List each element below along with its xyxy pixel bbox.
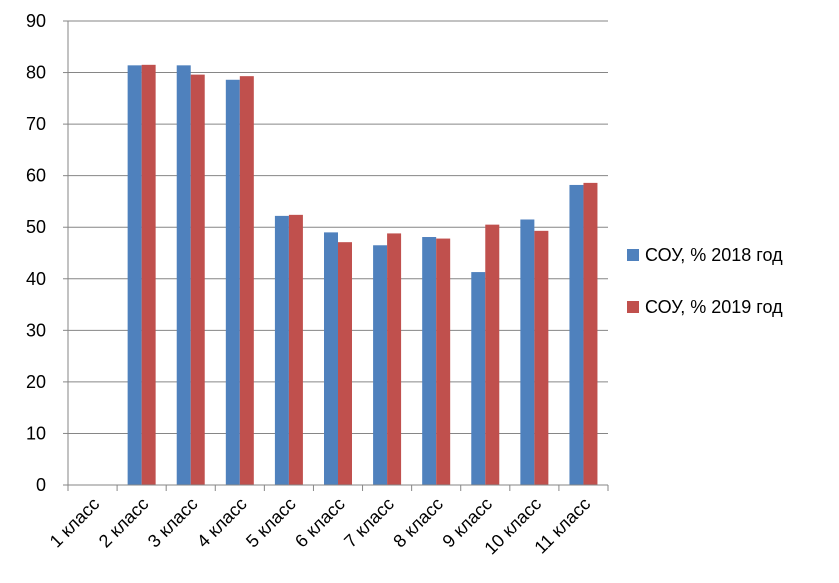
x-tick-label: 2 класс: [95, 494, 153, 552]
bar-2019-4: [239, 76, 254, 486]
legend: СОУ, % 2018 год СОУ, % 2019 год: [627, 244, 839, 348]
bar-2019-11: [583, 182, 598, 485]
bar-2019-7: [387, 233, 402, 485]
y-tick-label: 40: [26, 269, 46, 289]
legend-item-2018: СОУ, % 2018 год: [627, 244, 839, 266]
bars: [127, 64, 598, 486]
bar-2018-3: [176, 65, 191, 486]
y-tick-label: 30: [26, 320, 46, 340]
bar-2019-9: [485, 224, 500, 485]
bar-2019-8: [436, 238, 451, 485]
bar-2018-6: [324, 232, 338, 485]
legend-swatch-2019: [627, 301, 639, 313]
x-tick-label: 3 класс: [144, 494, 202, 552]
y-tick-label: 60: [26, 166, 46, 186]
y-tick-label: 70: [26, 114, 46, 134]
bar-2018-7: [373, 245, 388, 485]
legend-item-2019: СОУ, % 2019 год: [627, 296, 839, 318]
bar-2019-10: [534, 230, 549, 485]
x-tick-label: 1 класс: [46, 494, 104, 552]
gridlines: [68, 20, 608, 434]
bar-2018-2: [127, 65, 142, 486]
x-tick-label: 6 класс: [291, 494, 349, 552]
bar-2018-8: [422, 237, 437, 485]
y-tick-label: 10: [26, 423, 46, 443]
bar-2019-6: [338, 242, 352, 485]
y-tick-label: 20: [26, 372, 46, 392]
x-tick-label: 8 класс: [389, 494, 447, 552]
y-tick-label: 50: [26, 217, 46, 237]
bar-2018-4: [225, 79, 240, 486]
bar-2018-10: [520, 219, 535, 485]
bar-2019-5: [288, 214, 303, 486]
x-tick-label: 7 класс: [340, 494, 398, 552]
bar-2019-3: [190, 74, 205, 486]
legend-swatch-2018: [627, 249, 639, 261]
x-tick-label: 4 класс: [193, 494, 251, 552]
bar-2018-5: [274, 215, 289, 485]
bar-2018-11: [569, 184, 584, 486]
bar-2019-2: [141, 64, 156, 486]
y-tick-label: 80: [26, 63, 46, 83]
bar-2018-9: [471, 272, 486, 485]
legend-label-2019: СОУ, % 2019 год: [645, 296, 783, 317]
axes: [63, 20, 609, 491]
y-tick-label: 0: [36, 475, 46, 495]
y-tick-label: 90: [26, 11, 46, 31]
legend-label-2018: СОУ, % 2018 год: [645, 244, 783, 265]
x-tick-label: 5 класс: [242, 494, 300, 552]
